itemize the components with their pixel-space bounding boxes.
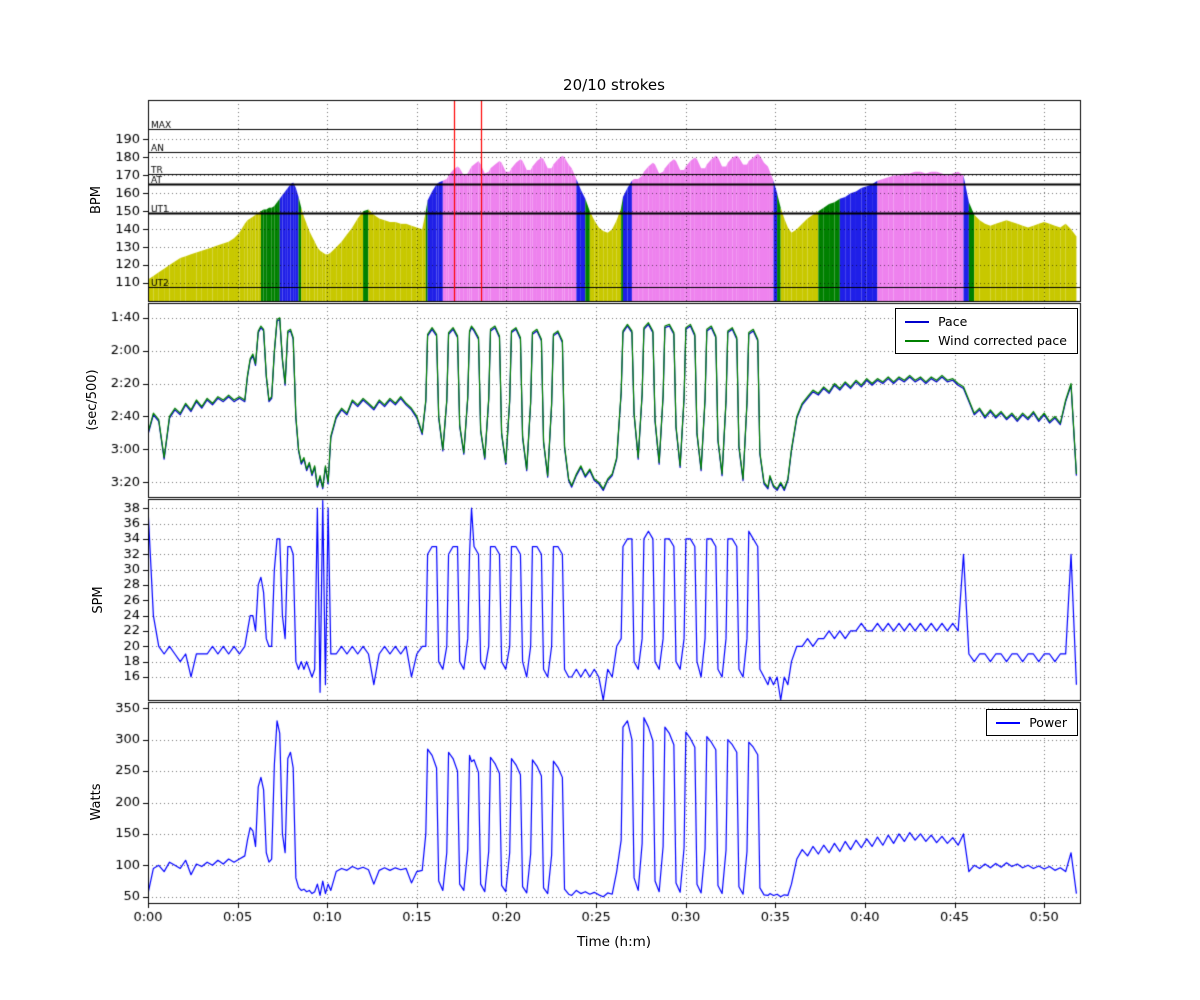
- y-axis-label-spm: SPM: [91, 586, 106, 614]
- pace-legend: Pace Wind corrected pace: [895, 308, 1078, 354]
- y-axis-label-pace: (sec/500): [85, 369, 100, 431]
- pace-line-sample: [905, 320, 930, 323]
- power-line-sample: [996, 721, 1021, 724]
- legend-item-power: Power: [996, 715, 1067, 730]
- legend-item-pace: Pace: [905, 314, 1067, 329]
- power-legend: Power: [986, 709, 1078, 736]
- wind-pace-line-sample: [905, 339, 930, 342]
- y-axis-label-bpm: BPM: [89, 186, 104, 214]
- y-axis-label-watts: Watts: [89, 783, 104, 821]
- legend-label-wind-pace: Wind corrected pace: [938, 333, 1067, 348]
- x-axis-label: Time (h:m): [576, 934, 652, 950]
- legend-item-wind-pace: Wind corrected pace: [905, 333, 1067, 348]
- legend-label-power: Power: [1029, 715, 1067, 730]
- chart-title: 20/10 strokes: [563, 76, 665, 94]
- legend-label-pace: Pace: [938, 314, 968, 329]
